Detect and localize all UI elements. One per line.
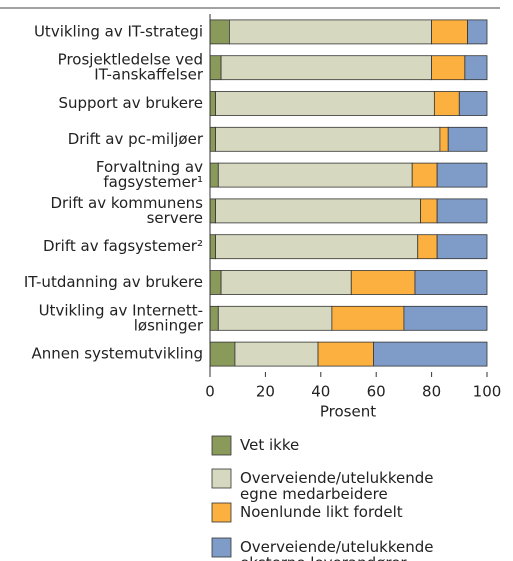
bar-segment	[458, 91, 488, 116]
bar-segment	[436, 162, 488, 188]
bar-segment	[215, 91, 435, 116]
category-label: Prosjektledelse ved	[58, 51, 203, 69]
bar-segment	[414, 270, 488, 295]
legend-swatch	[211, 502, 232, 523]
category-label: Utvikling av Internett-	[39, 301, 203, 319]
category-label: Annen systemutvikling	[32, 345, 204, 363]
bar-segment	[447, 126, 488, 152]
x-tick-label: 20	[256, 383, 275, 401]
bar-segment	[464, 55, 488, 81]
bar-segment	[436, 234, 488, 260]
bar-segment	[431, 55, 466, 81]
legend-swatch	[211, 435, 232, 456]
bar-segment	[220, 270, 352, 295]
legend-swatch	[211, 537, 232, 558]
legend-swatch	[211, 468, 232, 489]
x-tick-label: 100	[473, 383, 502, 401]
bar-segment	[220, 55, 433, 81]
category-label: Utvikling av IT-strategi	[34, 22, 203, 40]
bar-segment	[439, 126, 449, 152]
bar-segment	[215, 126, 441, 152]
bar-segment	[234, 341, 319, 367]
bar-segment	[215, 234, 419, 260]
bar-segment	[209, 270, 222, 295]
category-label: IT-utdanning av brukere	[24, 273, 203, 291]
category-label: servere	[147, 209, 203, 227]
bar-segment	[217, 162, 413, 188]
category-label: Drift av fagsystemer²	[43, 237, 203, 255]
category-label: Drift av pc-miljøer	[68, 130, 204, 148]
bar-segment	[417, 234, 438, 260]
legend-label: Vet ikke	[240, 436, 300, 454]
category-label: Forvaltning av	[96, 158, 203, 176]
category-label: løsninger	[134, 316, 204, 334]
bar-segment	[420, 198, 438, 224]
bar-segment	[209, 19, 230, 45]
bar-segment	[436, 198, 488, 224]
bar-segment	[317, 341, 374, 367]
x-axis-label: Prosent	[320, 403, 376, 421]
legend-label: Overveiende/utelukkende egne medarbeider…	[240, 469, 434, 503]
category-label: fagsystemer¹	[103, 173, 203, 191]
bar-segment	[467, 19, 488, 45]
bar-segment	[228, 19, 433, 45]
bar-segment	[431, 19, 469, 45]
bar-segment	[215, 198, 421, 224]
x-tick-label: 40	[311, 383, 330, 401]
bar-segment	[411, 162, 438, 188]
x-tick-label: 80	[422, 383, 441, 401]
bar-segment	[373, 341, 488, 367]
bar-segment	[209, 234, 216, 260]
x-tick-label: 60	[367, 383, 386, 401]
bar-segment	[209, 341, 236, 367]
category-label: Drift av kommunens	[50, 194, 203, 212]
x-tick-label: 0	[205, 383, 215, 401]
bar-segment	[331, 305, 405, 331]
legend-label: Noenlunde likt fordelt	[240, 503, 403, 521]
bar-segment	[209, 55, 222, 81]
bar-segment	[217, 305, 333, 331]
bar-segment	[433, 91, 460, 116]
bar-segment	[209, 126, 216, 152]
category-label: Support av brukere	[58, 94, 203, 112]
bar-segment	[209, 198, 216, 224]
bar-segment	[209, 91, 216, 116]
bar-segment	[350, 270, 416, 295]
legend-label: Overveiende/utelukkende eksterne leveran…	[240, 538, 434, 561]
bar-segment	[209, 162, 219, 188]
bar-segment	[209, 305, 219, 331]
category-label: IT-anskaffelser	[94, 66, 204, 84]
bar-segment	[403, 305, 488, 331]
